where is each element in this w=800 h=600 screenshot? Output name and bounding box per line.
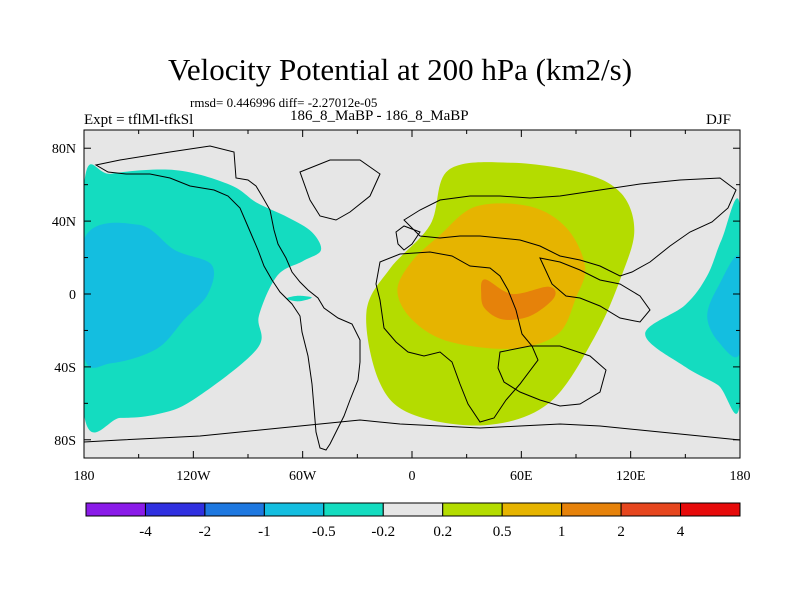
x-tick-label: 120E <box>616 469 646 484</box>
colorbar-swatch <box>680 502 741 517</box>
x-tick-label: 180 <box>74 469 95 484</box>
region-africa-positive-core <box>480 279 556 320</box>
axes: 180 120W 60W 0 60E 120E 180 80N 40N 0 40S 80S <box>52 130 751 484</box>
colorbar: -4 -2 -1 -0.5 -0.2 0.2 0.5 1 2 4 <box>85 502 741 540</box>
y-tick-label: 80N <box>52 142 76 157</box>
colorbar-label: -4 <box>139 524 152 540</box>
y-tick-label: 80S <box>54 434 76 449</box>
x-tick-label: 60E <box>510 469 533 484</box>
season-label: DJF <box>706 112 732 128</box>
colorbar-swatch <box>442 502 503 517</box>
region-small-negative-patch <box>286 295 312 302</box>
x-tick-label: 60W <box>289 469 317 484</box>
y-tick-label: 0 <box>69 288 76 303</box>
coastline-south-asia <box>539 257 651 323</box>
colorbar-swatch <box>263 502 325 517</box>
region-west-pacific-negative-core <box>84 222 215 368</box>
colorbar-swatch <box>382 502 444 517</box>
x-tick-label: 180 <box>730 469 751 484</box>
experiment-label: Expt = tflMl-tfkSl <box>84 112 194 128</box>
chart-title: Velocity Potential at 200 hPa (km2/s) <box>167 52 633 87</box>
y-tick-label: 40N <box>52 215 76 230</box>
colorbar-label: 0.2 <box>433 524 452 540</box>
coastline-americas <box>94 145 361 451</box>
colorbar-label: -0.5 <box>312 524 336 540</box>
colorbar-label: 1 <box>558 524 566 540</box>
colorbar-label: 2 <box>617 524 625 540</box>
coastline-australia <box>497 345 607 407</box>
colorbar-swatch <box>501 502 563 517</box>
stats-text: rmsd= 0.446996 diff= -2.27012e-05 <box>190 95 378 110</box>
cases-label: 186_8_MaBP - 186_8_MaBP <box>290 108 469 124</box>
contour-regions <box>84 162 740 433</box>
colorbar-swatch <box>144 502 206 517</box>
colorbar-label: -1 <box>258 524 271 540</box>
colorbar-swatch <box>620 502 682 517</box>
x-tick-label: 120W <box>176 469 211 484</box>
colorbar-swatch <box>323 502 384 517</box>
region-east-pacific-negative-outer <box>645 198 740 414</box>
colorbar-label: -2 <box>199 524 212 540</box>
colorbar-swatch <box>204 502 265 517</box>
y-tick-label: 40S <box>54 361 76 376</box>
coastline-greenland <box>299 159 381 221</box>
region-africa-positive-mid <box>397 203 586 349</box>
colorbar-swatch <box>85 502 146 517</box>
colorbar-label: 0.5 <box>493 524 512 540</box>
coastline-eurasia-africa <box>375 177 737 423</box>
coastline-antarctica <box>84 419 740 443</box>
region-east-pacific-negative-core <box>707 255 740 358</box>
colorbar-label: 4 <box>677 524 685 540</box>
colorbar-label: -0.2 <box>371 524 395 540</box>
coastlines <box>84 145 740 451</box>
colorbar-swatch <box>561 502 622 517</box>
x-tick-label: 0 <box>409 469 416 484</box>
